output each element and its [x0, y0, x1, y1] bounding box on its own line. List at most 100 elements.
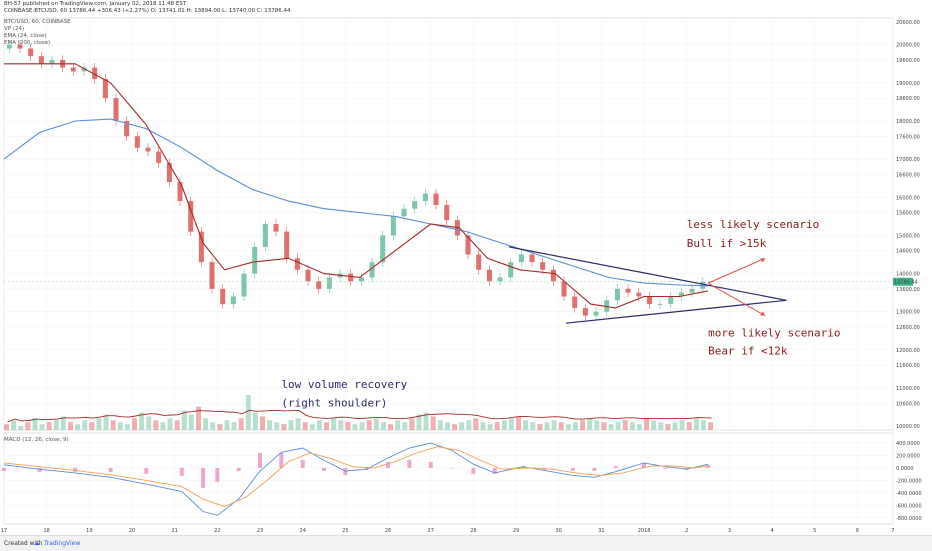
- candle-body: [476, 254, 482, 270]
- candle-body: [156, 151, 162, 163]
- time-tick-label: 2018: [638, 528, 651, 534]
- macd-pane: [3, 432, 894, 525]
- volume-bar: [295, 418, 301, 430]
- time-tick-label: 31: [598, 528, 604, 534]
- time-tick-label: 17: [1, 528, 7, 534]
- time-tick-label: 21: [172, 528, 178, 534]
- macd-histogram-bar: [236, 467, 241, 471]
- volume-bar: [523, 420, 529, 430]
- candle-body: [262, 224, 268, 247]
- candle-body: [593, 311, 599, 316]
- bull-arrow-line: [707, 257, 766, 284]
- volume-bar: [530, 422, 536, 430]
- time-tick-label: 23: [257, 528, 263, 534]
- upper-trendline: [508, 246, 787, 301]
- volume-note-title: low volume recovery: [281, 378, 407, 391]
- volume-bar: [4, 424, 9, 430]
- price-tick-label: 15600.00: [896, 211, 920, 217]
- time-tick-label: 7: [891, 528, 894, 534]
- time-tick-label: 30: [556, 528, 562, 534]
- candle-body: [465, 235, 471, 255]
- volume-bar: [629, 422, 635, 430]
- candle-body: [668, 296, 674, 305]
- price-tick-label: 19000.00: [896, 81, 920, 87]
- volume-bar: [238, 418, 244, 430]
- volume-bar: [288, 420, 294, 430]
- volume-bar: [331, 418, 337, 430]
- candle-body: [177, 182, 183, 202]
- candle-body: [380, 235, 386, 263]
- time-tick-label: 26: [385, 528, 391, 534]
- macd-histogram-bar: [258, 452, 263, 468]
- time-tick-label: 18: [43, 528, 49, 534]
- volume-bar: [501, 420, 507, 430]
- candle-body: [678, 292, 684, 297]
- candle-body: [689, 288, 695, 293]
- candle-body: [358, 277, 364, 282]
- price-tick-label: 11000.00: [896, 386, 920, 392]
- macd-histogram-bar: [215, 467, 220, 482]
- candle-body: [49, 59, 55, 64]
- candle-body: [614, 288, 620, 301]
- volume-bar: [700, 420, 706, 430]
- candle-body: [252, 246, 258, 274]
- bear-arrow-line: [707, 282, 766, 316]
- candle-body: [134, 136, 140, 148]
- candle-body: [17, 44, 23, 49]
- volume-bar: [544, 422, 550, 430]
- macd-histogram-bar: [322, 467, 327, 471]
- volume-bar: [309, 424, 315, 430]
- price-tick-label: 16000.00: [896, 195, 920, 201]
- volume-bar: [416, 414, 422, 430]
- ema-200-line: [3, 118, 709, 287]
- price-tick-label: 13000.00: [896, 310, 920, 316]
- volume-bar: [274, 422, 280, 430]
- volume-bar: [124, 424, 130, 430]
- indicator-vp-label[interactable]: VP (24): [4, 26, 25, 32]
- tradingview-brand-link[interactable]: TradingView: [44, 540, 81, 547]
- volume-bar: [679, 420, 685, 430]
- volume-bar: [96, 418, 102, 430]
- candle-body: [326, 277, 332, 289]
- price-tick-label: 16600.00: [896, 172, 920, 178]
- indicator-ema200-label[interactable]: EMA (200, close): [4, 40, 51, 46]
- last-price-label: 13786.44: [894, 280, 918, 286]
- volume-bar: [260, 416, 266, 430]
- macd-histogram-bar: [642, 462, 647, 468]
- time-tick-label: 6: [856, 528, 859, 534]
- macd-histogram-bar: [144, 467, 149, 474]
- candle-body: [70, 67, 76, 72]
- macd-histogram-bar: [471, 467, 476, 474]
- macd-histogram-bar: [2, 467, 6, 471]
- volume-bar: [452, 424, 458, 430]
- volume-bar: [231, 422, 237, 430]
- time-tick-label: 25: [342, 528, 348, 534]
- volume-bar: [636, 424, 642, 430]
- candle-body: [529, 254, 535, 263]
- price-tick-label: 20600.00: [896, 20, 920, 26]
- macd-label[interactable]: MACD (12, 26, close, 9): [4, 437, 69, 443]
- created-with-text: Created with: [4, 540, 43, 547]
- candle-body: [316, 281, 322, 289]
- price-tick-label: 19600.00: [896, 58, 920, 64]
- candle-body: [401, 208, 407, 217]
- volume-bar: [409, 418, 415, 430]
- price-tick-label: 10600.00: [896, 401, 920, 407]
- macd-tick-label: 400.0000: [896, 441, 920, 447]
- macd-histogram-bar: [179, 467, 184, 476]
- macd-tick-label: -800.0000: [896, 516, 922, 522]
- indicator-ema24-label[interactable]: EMA (24, close): [4, 33, 47, 39]
- volume-bar: [437, 420, 443, 430]
- volume-bar: [252, 412, 258, 430]
- volume-bar: [316, 420, 322, 430]
- volume-bar: [473, 418, 479, 430]
- chart-svg[interactable]: 20600.00 20000.00 19600.00 19000.00 18600.00…: [0, 0, 932, 535]
- tradingview-logo-icon[interactable]: ☁: [34, 540, 40, 547]
- price-tick-label: 20000.00: [896, 43, 920, 49]
- volume-bar: [608, 424, 614, 430]
- candle-body: [166, 162, 172, 183]
- volume-bar: [39, 424, 45, 430]
- candle-body: [518, 254, 524, 263]
- candle-body: [220, 288, 226, 305]
